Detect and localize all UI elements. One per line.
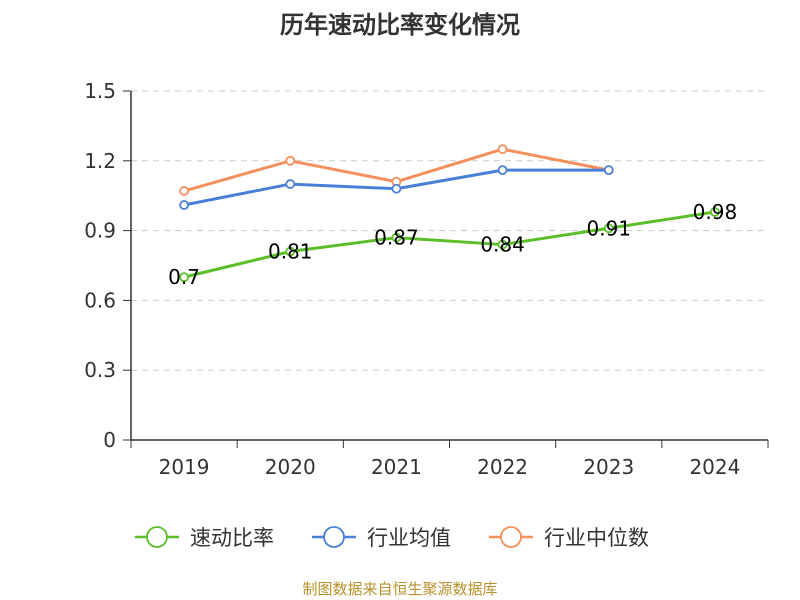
data-label: 0.7 xyxy=(168,265,200,289)
legend-item[interactable]: 速动比率 xyxy=(135,526,274,550)
legend-marker xyxy=(146,526,168,548)
series-group xyxy=(179,144,720,283)
legend-marker xyxy=(500,526,522,548)
data-label: 0.87 xyxy=(374,226,419,250)
data-point[interactable] xyxy=(179,200,189,210)
data-point[interactable] xyxy=(391,183,402,194)
data-point[interactable] xyxy=(179,272,189,283)
y-tick-label: 0.9 xyxy=(84,219,116,243)
legend-marker xyxy=(323,526,345,548)
data-point[interactable] xyxy=(285,246,296,257)
x-tick-label: 2020 xyxy=(265,455,316,479)
legend-item[interactable]: 行业中位数 xyxy=(489,526,649,550)
legend-label: 行业中位数 xyxy=(544,526,649,550)
data-point[interactable] xyxy=(497,165,508,176)
y-tick-label: 1.2 xyxy=(84,149,116,173)
y-tick-label: 0 xyxy=(103,428,116,452)
x-tick-label: 2021 xyxy=(371,455,422,479)
data-point[interactable] xyxy=(179,186,189,196)
data-point[interactable] xyxy=(391,232,402,243)
chart-title: 历年速动比率变化情况 xyxy=(280,11,520,39)
grid-lines xyxy=(131,90,768,371)
data-point[interactable] xyxy=(285,179,296,189)
data-label: 0.81 xyxy=(268,240,313,264)
x-tick-label: 2024 xyxy=(689,455,740,479)
x-tick-label: 2022 xyxy=(477,455,528,479)
legend-label: 速动比率 xyxy=(190,526,274,550)
x-tick-label: 2019 xyxy=(159,455,210,479)
series-line xyxy=(183,210,716,279)
legend[interactable]: 速动比率 行业均值 行业中位数 xyxy=(135,526,649,550)
y-tick-label: 1.5 xyxy=(84,79,116,103)
data-point[interactable] xyxy=(603,223,614,234)
data-label: 0.84 xyxy=(480,233,525,257)
y-tick-label: 0.3 xyxy=(84,358,116,382)
data-point[interactable] xyxy=(603,165,614,176)
data-label: 0.91 xyxy=(586,216,631,240)
data-point[interactable] xyxy=(497,144,508,155)
data-label: 0.98 xyxy=(693,200,738,224)
data-point[interactable] xyxy=(710,207,720,217)
data-point[interactable] xyxy=(285,155,296,166)
data-labels: 0.7 0.81 0.87 0.84 0.91 0.98 xyxy=(168,200,737,289)
y-tick-label: 0.6 xyxy=(84,288,116,312)
source-note: 制图数据来自恒生聚源数据库 xyxy=(302,580,497,598)
legend-item[interactable]: 行业均值 xyxy=(312,526,451,550)
x-tick-label: 2023 xyxy=(583,455,634,479)
data-point[interactable] xyxy=(497,239,508,250)
axes: 0 0.3 0.6 0.9 1.2 1.5 2019 2020 2021 2022 2023 2024 xyxy=(84,79,769,479)
legend-label: 行业均值 xyxy=(367,526,451,550)
